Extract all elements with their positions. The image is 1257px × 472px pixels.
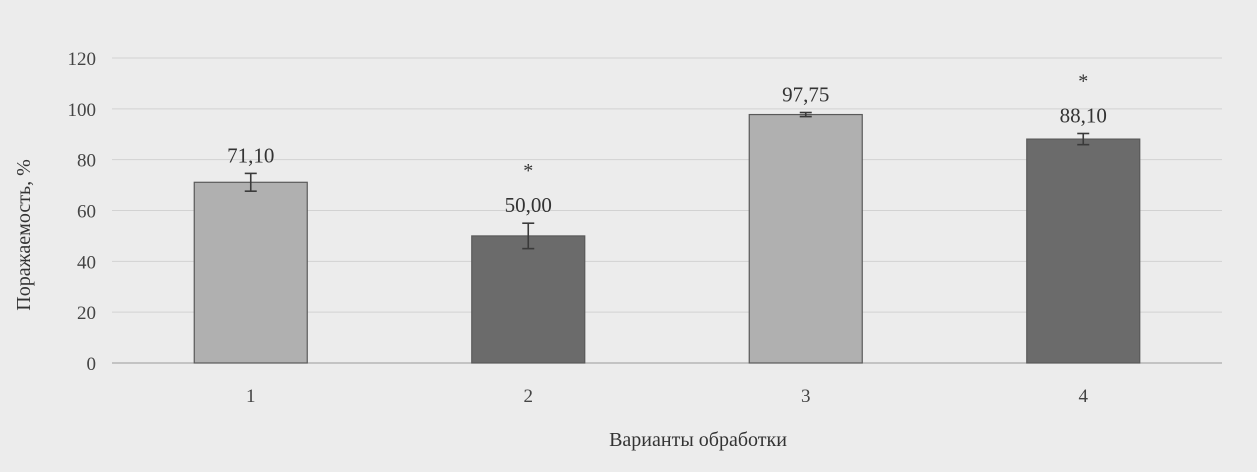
bars: 71,10 50,00 * 97,75 88,10 * [193,70,1141,364]
y-tick-label: 60 [77,202,96,223]
error-bar-4 [1077,132,1090,146]
x-tick-label: 2 [524,386,534,407]
bar-1 [193,181,308,364]
x-tick-label: 3 [801,386,811,407]
y-tick-label: 0 [87,354,97,375]
error-bar-3 [799,111,812,118]
x-tick-label: 1 [246,386,256,407]
significance-mark-4: * [1078,70,1088,92]
bar-4 [1026,138,1141,364]
y-tick-label: 100 [68,100,97,121]
y-tick-label: 20 [77,303,96,324]
y-tick-label: 120 [68,49,97,70]
data-label-1: 71,10 [227,143,274,167]
error-bar-1 [244,172,257,192]
bar-2 [471,235,586,364]
significance-mark-2: * [523,160,533,182]
bar-3 [748,113,863,364]
error-bar-2 [522,222,535,250]
y-axis-ticks: 0 20 40 60 80 100 120 [68,49,97,375]
y-tick-label: 40 [77,252,96,273]
x-axis-ticks: 1 2 3 4 [246,386,1089,407]
data-label-4: 88,10 [1060,103,1107,127]
y-axis-title: Поражаемость, % [13,159,35,310]
y-tick-label: 80 [77,151,96,172]
data-label-3: 97,75 [782,83,829,107]
data-label-2: 50,00 [505,193,552,217]
x-tick-label: 4 [1079,386,1089,407]
x-axis-title: Варианты обработки [609,429,787,451]
